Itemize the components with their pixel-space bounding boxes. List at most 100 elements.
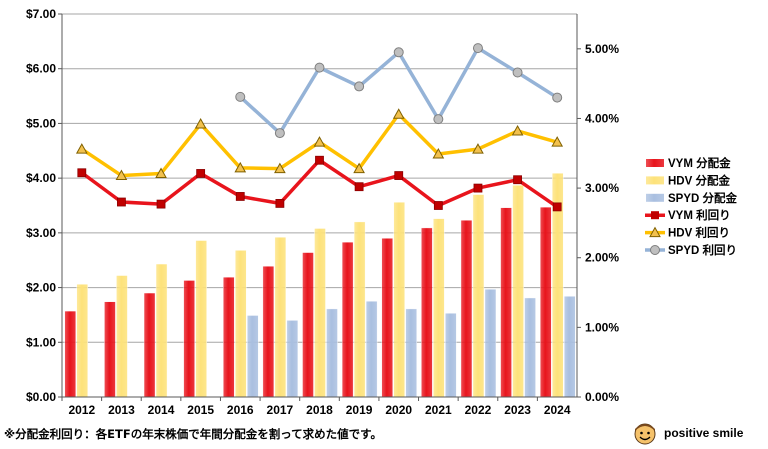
line-SPYD 利回り bbox=[239, 46, 559, 135]
legend-marker bbox=[651, 211, 659, 220]
line-series bbox=[75, 43, 564, 212]
right-tick-label: 4.00% bbox=[585, 111, 619, 125]
dividend-chart: $0.00 $1.00 $2.00 $3.00 $4.00 $5.00 $6.00 $7.00… bbox=[26, 7, 738, 417]
marker-SPYD 利回り-2016 bbox=[235, 91, 246, 102]
marker-SPYD 利回り-2018 bbox=[314, 62, 325, 73]
x-tick-label: 2013 bbox=[108, 403, 135, 417]
bar-HDV 分配金-2019 bbox=[353, 221, 366, 398]
left-tick-label: $2.00 bbox=[26, 281, 56, 295]
bar-VYM 分配金-2017 bbox=[262, 266, 275, 398]
bar-SPYD 分配金-2017 bbox=[286, 320, 299, 398]
x-tick-label: 2021 bbox=[425, 403, 452, 417]
marker-SPYD 利回り-2023 bbox=[512, 67, 523, 78]
axes: $0.00 $1.00 $2.00 $3.00 $4.00 $5.00 $6.00 $7.00… bbox=[26, 7, 619, 417]
bar-VYM 分配金-2012 bbox=[64, 310, 77, 398]
marker-HDV 利回り-2018 bbox=[313, 136, 326, 147]
bar-SPYD 分配金-2022 bbox=[484, 289, 497, 398]
x-tick-label: 2014 bbox=[148, 403, 175, 417]
bar-SPYD 分配金-2019 bbox=[365, 301, 378, 398]
marker-HDV 利回り-2012 bbox=[75, 143, 88, 154]
bar-VYM 分配金-2020 bbox=[381, 238, 393, 398]
bar-HDV 分配金-2018 bbox=[314, 228, 326, 398]
x-tick-label: 2012 bbox=[68, 403, 95, 417]
legend-label: SPYD 利回り bbox=[668, 243, 737, 257]
marker-VYM 利回り-2021 bbox=[433, 201, 443, 210]
legend-label: HDV 分配金 bbox=[668, 173, 730, 187]
left-tick-label: $5.00 bbox=[26, 116, 56, 130]
right-tick-label: 5.00% bbox=[585, 42, 619, 56]
x-tick-label: 2015 bbox=[187, 403, 214, 417]
legend-label: SPYD 分配金 bbox=[668, 191, 738, 205]
marker-SPYD 利回り-2019 bbox=[354, 81, 365, 92]
legend-swatch bbox=[646, 176, 664, 185]
footnote: ※分配金利回り：各ETFの年末株価で年間分配金を割って求めた値です。 bbox=[4, 427, 383, 441]
smile-face-icon bbox=[634, 423, 656, 445]
left-tick-label: $3.00 bbox=[26, 226, 56, 240]
bar-VYM 分配金-2014 bbox=[143, 292, 156, 398]
legend-marker bbox=[649, 226, 661, 238]
left-tick-label: $1.00 bbox=[26, 335, 56, 349]
marker-HDV 利回り-2016 bbox=[234, 161, 247, 173]
marker-SPYD 利回り-2022 bbox=[472, 43, 483, 54]
right-tick-label: 2.00% bbox=[585, 251, 619, 265]
marker-HDV 利回り-2022 bbox=[472, 143, 484, 154]
bar-HDV 分配金-2012 bbox=[76, 284, 89, 398]
marker-VYM 利回り-2020 bbox=[394, 171, 404, 180]
marker-HDV 利回り-2014 bbox=[155, 167, 167, 178]
marker-HDV 利回り-2015 bbox=[194, 117, 207, 129]
bar-SPYD 分配金-2020 bbox=[405, 308, 417, 398]
brand-logo: positive smile bbox=[632, 420, 743, 446]
marker-VYM 利回り-2019 bbox=[354, 182, 364, 192]
x-tick-label: 2019 bbox=[346, 403, 373, 417]
bar-HDV 分配金-2023 bbox=[512, 185, 524, 398]
x-tick-label: 2018 bbox=[306, 403, 333, 417]
marker-SPYD 利回り-2017 bbox=[274, 128, 285, 139]
bar-HDV 分配金-2015 bbox=[195, 240, 207, 398]
x-tick-label: 2024 bbox=[544, 403, 571, 417]
bar-VYM 分配金-2023 bbox=[500, 207, 512, 398]
left-tick-label: $7.00 bbox=[26, 7, 56, 21]
marker-HDV 利回り-2024 bbox=[551, 136, 564, 147]
right-tick-label: 0.00% bbox=[585, 390, 619, 404]
bar-HDV 分配金-2017 bbox=[274, 237, 287, 398]
marker-HDV 利回り-2019 bbox=[353, 162, 365, 174]
marker-VYM 利回り-2022 bbox=[473, 183, 483, 193]
legend-label: HDV 利回り bbox=[668, 226, 730, 240]
marker-SPYD 利回り-2024 bbox=[552, 92, 563, 103]
bar-SPYD 分配金-2023 bbox=[524, 297, 536, 398]
bar-HDV 分配金-2021 bbox=[433, 218, 445, 398]
right-tick-label: 1.00% bbox=[585, 320, 619, 334]
bar-VYM 分配金-2024 bbox=[539, 206, 552, 398]
x-tick-label: 2017 bbox=[267, 403, 294, 417]
marker-HDV 利回り-2013 bbox=[115, 169, 128, 181]
left-tick-label: $0.00 bbox=[26, 390, 56, 404]
bar-SPYD 分配金-2018 bbox=[326, 308, 338, 398]
legend: VYM 分配金 HDV 分配金 SPYD 分配金 VYM 利回り HDV 利回り SPYD… bbox=[645, 156, 738, 257]
bar-HDV 分配金-2022 bbox=[472, 194, 485, 398]
brand-name: positive smile bbox=[664, 426, 744, 440]
marker-SPYD 利回り-2020 bbox=[393, 47, 404, 58]
marker-VYM 利回り-2016 bbox=[235, 192, 245, 201]
bar-HDV 分配金-2013 bbox=[116, 275, 128, 398]
marker-VYM 利回り-2013 bbox=[117, 197, 126, 207]
left-tick-label: $4.00 bbox=[26, 171, 56, 185]
right-tick-label: 3.00% bbox=[585, 181, 619, 195]
bar-VYM 分配金-2021 bbox=[421, 227, 433, 398]
legend-swatch bbox=[646, 159, 664, 167]
marker-VYM 利回り-2023 bbox=[513, 175, 522, 185]
legend-label: VYM 分配金 bbox=[668, 156, 731, 170]
marker-HDV 利回り-2023 bbox=[511, 124, 524, 136]
marker-VYM 利回り-2012 bbox=[77, 168, 87, 178]
bar-VYM 分配金-2016 bbox=[223, 276, 235, 398]
bar-VYM 分配金-2022 bbox=[460, 220, 473, 398]
bar-SPYD 分配金-2024 bbox=[563, 296, 576, 398]
bar-VYM 分配金-2019 bbox=[341, 241, 354, 398]
marker-VYM 利回り-2024 bbox=[552, 202, 562, 212]
bar-VYM 分配金-2015 bbox=[183, 280, 195, 398]
legend-swatch bbox=[646, 193, 664, 202]
bar-VYM 分配金-2013 bbox=[104, 301, 116, 398]
marker-HDV 利回り-2017 bbox=[274, 162, 286, 174]
marker-HDV 利回り-2021 bbox=[432, 147, 445, 159]
bar-SPYD 分配金-2021 bbox=[445, 313, 457, 398]
marker-VYM 利回り-2015 bbox=[196, 169, 206, 178]
